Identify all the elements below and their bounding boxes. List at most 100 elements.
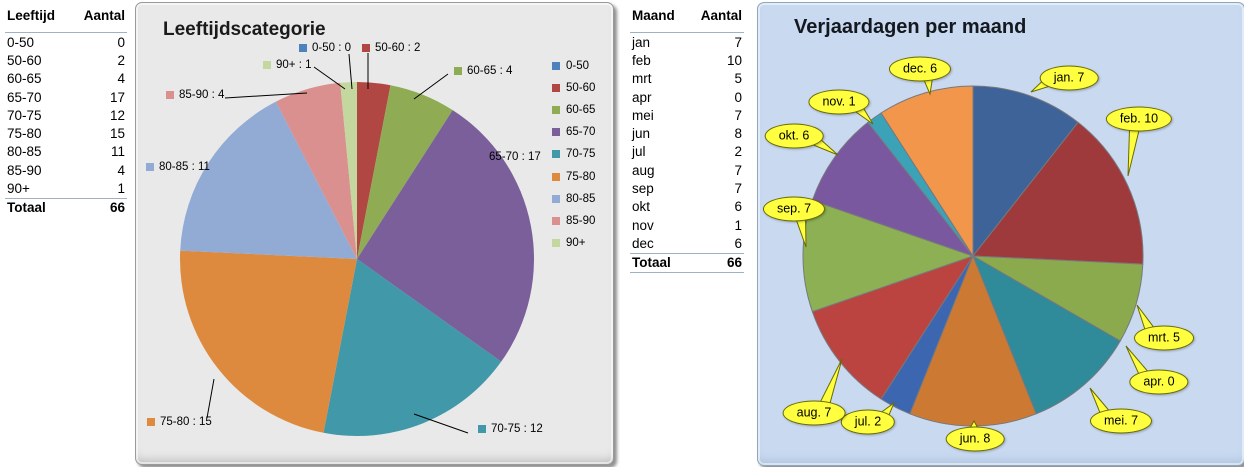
callout-sep[interactable]: sep. 7 xyxy=(762,196,826,222)
legend-item-65-70[interactable]: 65-70 xyxy=(552,125,595,139)
chart-verjaardagen-per-maand[interactable]: Verjaardagen per maand jan. 7 feb. 10 mrt.… xyxy=(757,2,1244,466)
callout-jan[interactable]: jan. 7 xyxy=(1039,65,1099,91)
month-table-cell-category[interactable]: okt xyxy=(632,199,651,215)
callout-okt[interactable]: okt. 6 xyxy=(764,123,824,149)
callout-mei[interactable]: mei. 7 xyxy=(1089,408,1153,434)
legend-item-60-65[interactable]: 60-65 xyxy=(552,103,595,117)
month-table-cell-value[interactable]: 7 xyxy=(734,181,742,197)
data-label-0-50[interactable]: 0-50 : 0 xyxy=(299,41,351,55)
month-table-cell-value[interactable]: 1 xyxy=(734,217,742,233)
legend-item-0-50[interactable]: 0-50 xyxy=(552,59,589,73)
legend-item-75-80[interactable]: 75-80 xyxy=(552,170,595,184)
age-table-cell-value[interactable]: 15 xyxy=(109,126,125,142)
legend-item-80-85[interactable]: 80-85 xyxy=(552,192,595,206)
age-table-cell-category[interactable]: 70-75 xyxy=(7,107,42,123)
month-table-cell-category[interactable]: dec xyxy=(632,235,654,251)
age-table-cell-category[interactable]: 60-65 xyxy=(7,71,42,87)
callout-nov[interactable]: nov. 1 xyxy=(808,89,870,115)
month-table-cell-value[interactable]: 6 xyxy=(734,199,742,215)
age-table-cell-value[interactable]: 11 xyxy=(110,144,125,160)
month-table-header-count[interactable]: Aantal xyxy=(687,8,744,33)
month-table-total-label[interactable]: Totaal xyxy=(630,252,687,273)
callout-mrt[interactable]: mrt. 5 xyxy=(1134,325,1194,351)
age-table-header-count[interactable]: Aantal xyxy=(66,8,127,33)
month-table-cell-category[interactable]: feb xyxy=(632,52,651,68)
month-table-cell-value[interactable]: 8 xyxy=(734,126,742,142)
age-table-total-value[interactable]: 66 xyxy=(66,197,127,217)
legend-color-swatch xyxy=(552,62,560,70)
callout-aug[interactable]: aug. 7 xyxy=(782,400,846,426)
chart1-title[interactable]: Leeftijdscategorie xyxy=(163,19,326,40)
month-table-cell-category[interactable]: apr xyxy=(632,89,652,105)
age-table-header-category[interactable]: Leeftijd xyxy=(5,8,66,33)
age-table-cell-category[interactable]: 80-85 xyxy=(7,144,42,160)
age-pie-slice-50-60[interactable] xyxy=(357,82,391,259)
age-table-cell-category[interactable]: 0-50 xyxy=(7,34,35,50)
age-pie-slice-60-65[interactable] xyxy=(357,85,453,259)
age-table-cell-value[interactable]: 12 xyxy=(109,107,125,123)
age-pie-slice-65-70[interactable] xyxy=(357,110,534,362)
month-table-cell-category[interactable]: mrt xyxy=(632,71,652,87)
age-table-cell-category[interactable]: 65-70 xyxy=(7,89,42,105)
data-label-80-85[interactable]: 80-85 : 11 xyxy=(146,160,210,174)
month-table-cell-value[interactable]: 2 xyxy=(734,144,742,160)
callout-dec[interactable]: dec. 6 xyxy=(888,56,952,82)
month-table-cell-value[interactable]: 0 xyxy=(734,89,742,105)
age-pie-slice-70-75[interactable] xyxy=(323,259,502,436)
age-table-cell-value[interactable]: 4 xyxy=(117,71,125,87)
month-table-cell-category[interactable]: sep xyxy=(632,181,654,197)
data-label-85-90[interactable]: 85-90 : 4 xyxy=(166,88,224,102)
legend-item-90+[interactable]: 90+ xyxy=(552,236,586,250)
month-table-header-category[interactable]: Maand xyxy=(630,8,687,33)
age-table-cell-category[interactable]: 85-90 xyxy=(7,162,42,178)
data-label-60-65[interactable]: 60-65 : 4 xyxy=(454,64,512,78)
month-pie-slice-dec[interactable] xyxy=(880,85,974,257)
month-table-row: aug 7 xyxy=(630,161,744,179)
month-table-cell-category[interactable]: aug xyxy=(632,162,655,178)
legend-item-70-75[interactable]: 70-75 xyxy=(552,147,595,161)
month-table-cell-value[interactable]: 10 xyxy=(726,52,742,68)
month-table-cell-value[interactable]: 7 xyxy=(734,34,742,50)
age-table-total-label[interactable]: Totaal xyxy=(5,197,66,217)
month-table-cell-value[interactable]: 7 xyxy=(734,162,742,178)
month-table-cell-category[interactable]: jul xyxy=(632,144,646,160)
age-table-cell-value[interactable]: 2 xyxy=(117,52,125,68)
age-table-cell-category[interactable]: 75-80 xyxy=(7,126,42,142)
age-table-cell-value[interactable]: 0 xyxy=(117,34,125,50)
month-pie-slice-jan[interactable] xyxy=(972,85,1079,257)
data-label-70-75[interactable]: 70-75 : 12 xyxy=(478,422,543,436)
data-label-65-70[interactable]: 65-70 : 17 xyxy=(489,150,541,164)
month-table-cell-category[interactable]: mei xyxy=(632,107,654,123)
month-table-cell-category[interactable]: nov xyxy=(632,217,654,233)
data-label-75-80[interactable]: 75-80 : 15 xyxy=(147,415,212,429)
month-pie-slice-mei[interactable] xyxy=(972,255,1121,415)
age-table-cell-category[interactable]: 50-60 xyxy=(7,52,42,68)
age-pie-slice-80-85[interactable] xyxy=(180,101,357,260)
month-pie-slice-feb[interactable] xyxy=(972,121,1144,265)
age-pie-slice-90+[interactable] xyxy=(340,81,357,259)
data-label-90+[interactable]: 90+ : 1 xyxy=(263,58,312,72)
age-pie-slice-75-80[interactable] xyxy=(179,250,357,433)
age-table-cell-category[interactable]: 90+ xyxy=(7,181,30,197)
legend-item-85-90[interactable]: 85-90 xyxy=(552,214,595,228)
chart2-title[interactable]: Verjaardagen per maand xyxy=(794,16,1027,38)
month-pie-slice-aug[interactable] xyxy=(811,255,974,400)
callout-jun[interactable]: jun. 8 xyxy=(945,426,1005,452)
callout-apr[interactable]: apr. 0 xyxy=(1129,369,1189,395)
month-table-total-value[interactable]: 66 xyxy=(687,252,744,273)
month-table-cell-value[interactable]: 6 xyxy=(734,235,742,251)
month-table-cell-value[interactable]: 7 xyxy=(734,107,742,123)
age-pie-slice-85-90[interactable] xyxy=(275,82,357,259)
callout-feb[interactable]: feb. 10 xyxy=(1105,106,1173,132)
chart-leeftijdscategorie[interactable]: Leeftijdscategorie 0-50 : 0 50-60 : 2 60-6… xyxy=(135,2,614,465)
age-table-cell-value[interactable]: 1 xyxy=(117,181,125,197)
label-color-swatch xyxy=(299,44,307,52)
age-table-cell-value[interactable]: 17 xyxy=(109,89,125,105)
age-table-cell-value[interactable]: 4 xyxy=(117,162,125,178)
month-table-cell-value[interactable]: 5 xyxy=(734,71,742,87)
callout-jul[interactable]: jul. 2 xyxy=(840,409,896,435)
data-label-50-60[interactable]: 50-60 : 2 xyxy=(362,41,420,55)
legend-item-50-60[interactable]: 50-60 xyxy=(552,81,595,95)
month-table-cell-category[interactable]: jun xyxy=(632,126,651,142)
month-table-cell-category[interactable]: jan xyxy=(632,34,651,50)
